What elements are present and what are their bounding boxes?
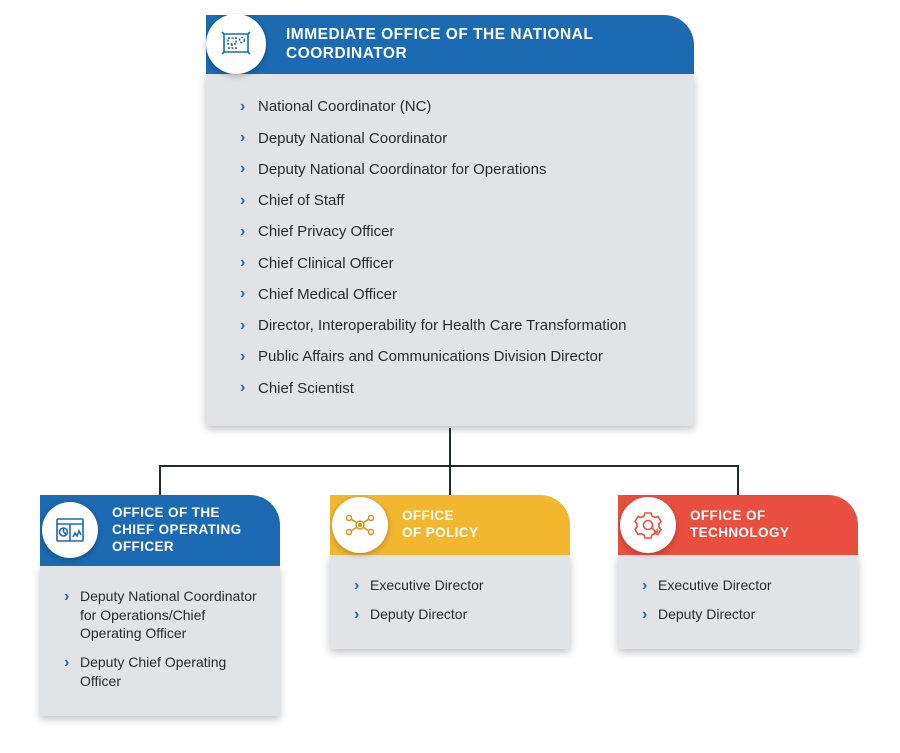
list-item: Executive Director [642, 571, 840, 600]
connector-vertical [449, 428, 451, 465]
main-title: IMMEDIATE OFFICE OF THE NATIONAL COORDIN… [286, 25, 674, 64]
child-icon-circle-coo [42, 502, 98, 558]
list-item: Chief Privacy Officer [240, 217, 670, 248]
list-item: Deputy National Coordinator [240, 123, 670, 154]
child-title-policy: OFFICEOF POLICY [402, 508, 478, 542]
child-box-policy: OFFICEOF POLICY Executive DirectorDeputy… [330, 495, 570, 649]
main-icon-circle [206, 14, 266, 74]
child-title-tech: OFFICE OFTECHNOLOGY [690, 508, 789, 542]
list-item: Chief of Staff [240, 186, 670, 217]
dashboard-icon [54, 514, 86, 546]
child-body-coo: Deputy National Coordinator for Operatio… [40, 566, 280, 716]
list-item: Chief Medical Officer [240, 279, 670, 310]
list-item: National Coordinator (NC) [240, 92, 670, 123]
child-icon-circle-policy [332, 497, 388, 553]
child-header-tech: OFFICE OFTECHNOLOGY [618, 495, 858, 555]
list-item: Executive Director [354, 571, 552, 600]
child-box-tech: OFFICE OFTECHNOLOGY Executive DirectorDe… [618, 495, 858, 649]
child-body-policy: Executive DirectorDeputy Director [330, 555, 570, 649]
list-item: Public Affairs and Communications Divisi… [240, 342, 670, 373]
gear-icon [632, 509, 664, 541]
main-body: National Coordinator (NC)Deputy National… [206, 74, 694, 427]
child-box-coo: OFFICE OF THECHIEF OPERATINGOFFICER Depu… [40, 495, 280, 716]
list-item: Chief Scientist [240, 373, 670, 404]
child-header-coo: OFFICE OF THECHIEF OPERATINGOFFICER [40, 495, 280, 566]
child-title-coo: OFFICE OF THECHIEF OPERATINGOFFICER [112, 505, 242, 556]
network-icon [344, 509, 376, 541]
blueprint-icon [220, 28, 252, 60]
list-item: Chief Clinical Officer [240, 248, 670, 279]
child-body-tech: Executive DirectorDeputy Director [618, 555, 858, 649]
list-item: Director, Interoperability for Health Ca… [240, 311, 670, 342]
main-org-box: IMMEDIATE OFFICE OF THE NATIONAL COORDIN… [206, 15, 694, 426]
child-header-policy: OFFICEOF POLICY [330, 495, 570, 555]
child-icon-circle-tech [620, 497, 676, 553]
main-header: IMMEDIATE OFFICE OF THE NATIONAL COORDIN… [206, 15, 694, 74]
list-item: Deputy Chief Operating Officer [64, 648, 262, 696]
list-item: Deputy National Coordinator for Operatio… [64, 582, 262, 649]
list-item: Deputy Director [354, 600, 552, 629]
list-item: Deputy Director [642, 600, 840, 629]
list-item: Deputy National Coordinator for Operatio… [240, 154, 670, 185]
